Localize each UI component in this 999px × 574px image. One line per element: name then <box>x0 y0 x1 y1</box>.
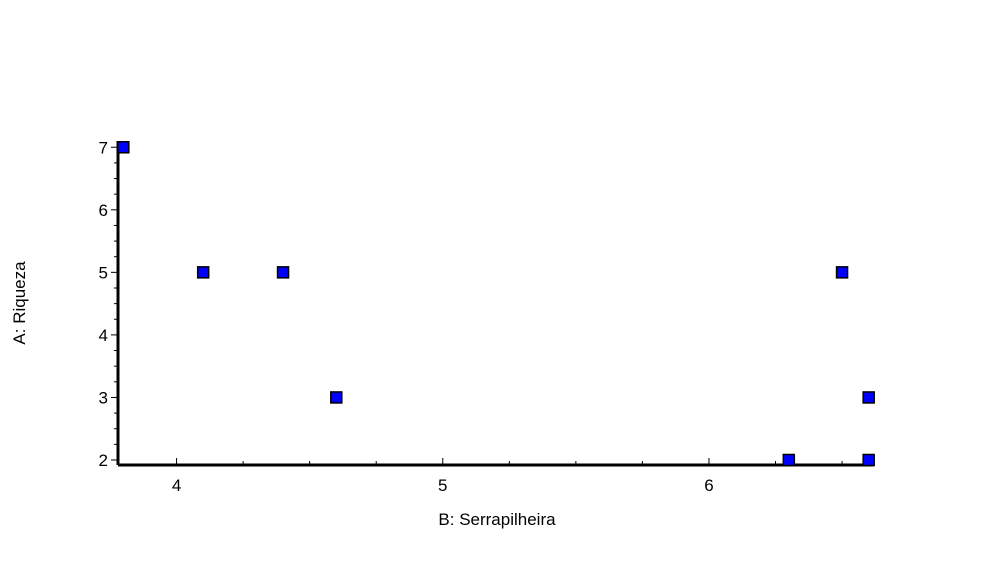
y-tick-label: 4 <box>99 326 108 345</box>
y-axis-label: A: Riqueza <box>10 261 29 345</box>
data-point <box>276 266 290 279</box>
y-tick-label: 6 <box>99 201 108 220</box>
data-point <box>196 266 210 279</box>
x-tick-label: 6 <box>704 476 713 495</box>
y-tick-label: 5 <box>99 263 108 282</box>
data-point <box>782 453 796 467</box>
x-tick-label: 5 <box>438 476 447 495</box>
data-point <box>117 141 130 154</box>
y-tick-label: 3 <box>99 388 108 407</box>
data-point <box>835 266 849 279</box>
data-points <box>117 141 875 467</box>
data-point <box>330 391 343 404</box>
data-point <box>862 453 875 467</box>
ticks: 4 5 6 2 3 4 5 6 7 <box>99 138 843 495</box>
x-axis-label: B: Serrapilheira <box>438 510 556 529</box>
data-point <box>862 391 875 404</box>
y-tick-label: 2 <box>99 451 108 470</box>
y-tick-label: 7 <box>99 138 108 157</box>
axes <box>116 141 874 467</box>
x-tick-label: 4 <box>172 476 181 495</box>
